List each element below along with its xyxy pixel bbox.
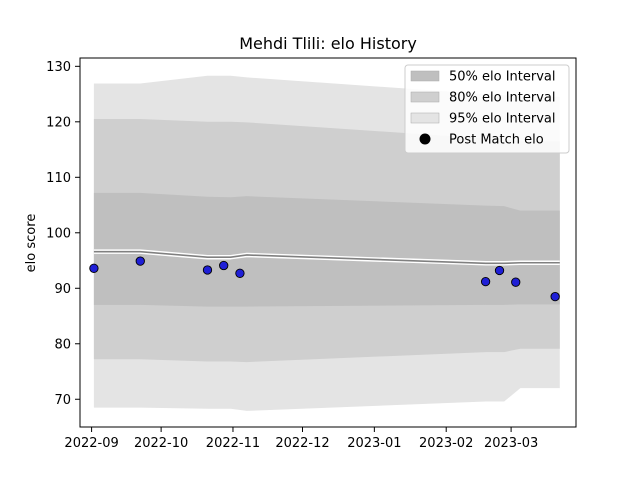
post-match-point xyxy=(235,268,245,278)
y-tick-label: 130 xyxy=(46,60,71,75)
legend-swatch xyxy=(410,112,440,124)
x-tick-label: 2022-12 xyxy=(275,436,329,451)
legend: 50% elo Interval 80% elo Interval 95% elo … xyxy=(404,64,570,154)
chart-title: Mehdi Tlili: elo History xyxy=(239,34,417,53)
legend-marker xyxy=(419,133,431,145)
y-axis-label: elo score xyxy=(24,214,39,273)
legend-swatch xyxy=(410,91,440,103)
legend-label: 50% elo Interval xyxy=(449,70,556,85)
post-match-point xyxy=(219,260,229,271)
x-tick-label: 2023-02 xyxy=(419,436,473,451)
x-tick-label: 2022-09 xyxy=(64,436,118,451)
post-match-point xyxy=(202,265,213,275)
y-tick-label: 110 xyxy=(46,171,71,186)
legend-swatch xyxy=(410,70,440,82)
mean-line-group xyxy=(93,249,560,266)
y-tick-label: 70 xyxy=(54,393,71,408)
plot-frame xyxy=(79,57,577,428)
mean-line xyxy=(93,250,560,265)
post-match-point xyxy=(550,291,560,302)
y-tick-label: 100 xyxy=(46,226,71,241)
band-50 xyxy=(93,192,560,307)
post-match-point xyxy=(135,256,145,266)
post-match-points xyxy=(89,256,560,302)
y-tick-label: 120 xyxy=(46,115,71,130)
x-tick-label: 2023-01 xyxy=(347,436,401,451)
interval-bands xyxy=(93,75,560,411)
post-match-point xyxy=(480,276,491,287)
y-axis: 70 80 90 100 110 120 130 xyxy=(46,60,80,408)
y-tick-label: 90 xyxy=(54,282,71,297)
x-tick-label: 2022-10 xyxy=(134,436,188,451)
post-match-point xyxy=(89,263,99,273)
x-axis: 2022-09 2022-10 2022-11 2022-12 2023-01 2023-… xyxy=(64,427,538,451)
x-tick-label: 2022-11 xyxy=(206,436,260,451)
x-tick-label: 2023-03 xyxy=(484,436,538,451)
post-match-point xyxy=(511,277,521,287)
y-tick-label: 80 xyxy=(54,337,71,352)
legend-label: 95% elo Interval xyxy=(449,112,556,127)
legend-box xyxy=(404,64,570,154)
legend-label: 80% elo Interval xyxy=(449,91,556,106)
post-match-point xyxy=(494,265,505,276)
legend-label: Post Match elo xyxy=(449,133,544,148)
